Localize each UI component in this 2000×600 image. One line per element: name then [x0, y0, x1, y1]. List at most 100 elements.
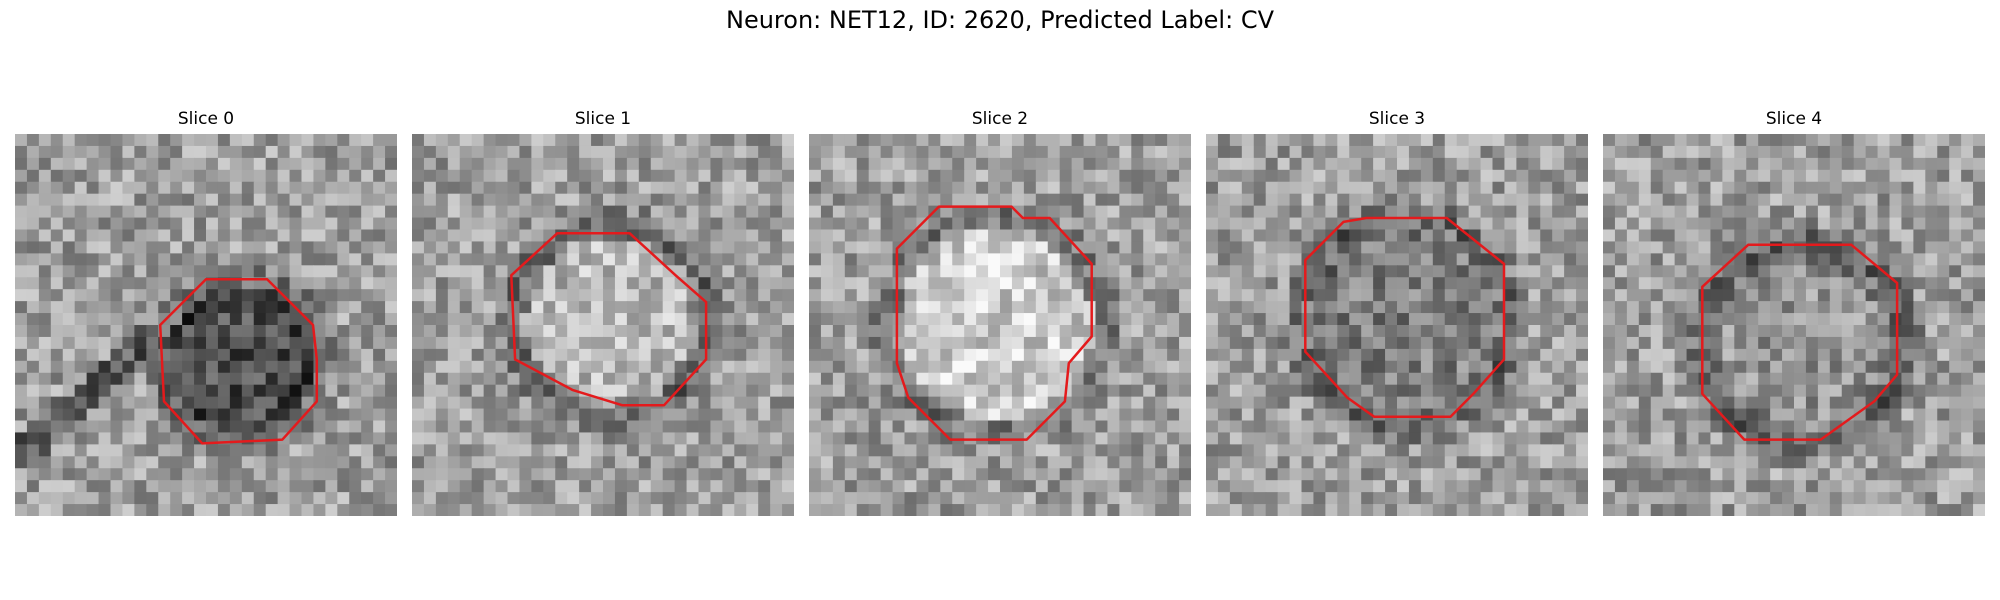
pixel-cell	[579, 420, 592, 434]
pixel-cell	[722, 444, 735, 457]
pixel-cell	[1241, 169, 1255, 183]
pixel-cell	[1770, 134, 1783, 147]
pixel-cell	[892, 181, 906, 195]
pixel-cell	[1901, 193, 1914, 207]
pixel-cell	[758, 325, 771, 338]
pixel-cell	[1722, 360, 1735, 374]
pixel-cell	[1516, 229, 1529, 243]
pixel-cell	[1734, 408, 1747, 422]
pixel-cell	[277, 241, 291, 254]
pixel-cell	[758, 384, 771, 398]
pixel-cell	[15, 193, 28, 207]
pixel-cell	[844, 265, 858, 278]
pixel-cell	[1325, 456, 1338, 469]
pixel-cell	[62, 217, 76, 231]
pixel-cell	[531, 277, 544, 290]
pixel-cell	[471, 253, 485, 266]
pixel-cell	[146, 193, 159, 207]
pixel-cell	[412, 289, 425, 302]
pixel-cell	[1035, 193, 1049, 207]
pixel-cell	[253, 480, 267, 493]
pixel-cell	[1901, 241, 1914, 254]
pixel-cell	[1722, 301, 1735, 314]
pixel-cell	[1626, 372, 1640, 386]
pixel-cell	[423, 301, 437, 314]
pixel-cell	[1385, 169, 1398, 183]
pixel-cell	[746, 253, 759, 266]
pixel-cell	[495, 468, 509, 481]
pixel-cell	[722, 313, 735, 326]
pixel-cell	[1516, 360, 1529, 374]
pixel-cell	[1179, 468, 1191, 481]
pixel-cell	[1047, 193, 1061, 207]
pixel-cell	[459, 504, 473, 516]
pixel-cell	[1686, 372, 1700, 386]
pixel-cell	[1167, 289, 1180, 302]
pixel-cell	[1614, 408, 1628, 422]
pixel-cell	[1277, 384, 1291, 398]
pixel-cell	[1504, 360, 1517, 374]
pixel-cell	[1420, 336, 1434, 350]
pixel-cell	[1949, 217, 1962, 231]
pixel-cell	[194, 408, 207, 422]
pixel-cell	[412, 420, 425, 434]
pixel-cell	[1662, 134, 1676, 147]
pixel-cell	[110, 360, 124, 374]
pixel-cell	[1432, 193, 1446, 207]
pixel-cell	[1746, 193, 1759, 207]
pixel-cell	[1853, 193, 1867, 207]
pixel-cell	[206, 456, 219, 469]
pixel-cell	[1552, 193, 1565, 207]
pixel-cell	[1167, 468, 1180, 481]
pixel-cell	[98, 504, 112, 516]
pixel-cell	[809, 241, 822, 254]
pixel-cell	[1456, 301, 1470, 314]
pixel-cell	[904, 145, 918, 159]
pixel-cell	[603, 181, 616, 195]
pixel-cell	[1662, 432, 1676, 445]
pixel-cell	[325, 217, 338, 231]
pixel-cell	[856, 432, 870, 445]
pixel-cell	[1805, 145, 1819, 159]
pixel-cell	[1420, 408, 1434, 422]
pixel-cell	[603, 348, 616, 362]
pixel-cell	[459, 444, 473, 457]
pixel-cell	[1217, 217, 1231, 231]
pixel-cell	[868, 325, 882, 338]
pixel-cell	[1361, 289, 1374, 302]
pixel-cell	[495, 348, 509, 362]
pixel-cell	[758, 289, 771, 302]
pixel-cell	[1337, 145, 1350, 159]
pixel-cell	[1217, 408, 1231, 422]
pixel-cell	[1805, 157, 1819, 171]
pixel-cell	[459, 169, 473, 183]
pixel-cell	[26, 325, 40, 338]
pixel-cell	[782, 372, 794, 386]
pixel-cell	[1901, 253, 1914, 266]
pixel-cell	[964, 408, 977, 422]
pixel-cell	[626, 217, 640, 231]
pixel-cell	[206, 253, 219, 266]
pixel-cell	[832, 313, 846, 326]
pixel-cell	[507, 420, 521, 434]
pixel-cell	[531, 444, 544, 457]
pixel-cell	[964, 468, 977, 481]
pixel-cell	[1782, 408, 1795, 422]
pixel-cell	[62, 157, 76, 171]
pixel-cell	[1361, 301, 1374, 314]
pixel-cell	[1528, 241, 1541, 254]
pixel-cell	[1035, 325, 1049, 338]
pixel-cell	[940, 277, 953, 290]
pixel-cell	[1011, 420, 1025, 434]
pixel-cell	[1253, 217, 1267, 231]
pixel-cell	[134, 480, 147, 493]
pixel-cell	[1925, 325, 1938, 338]
pixel-cell	[603, 301, 616, 314]
pixel-cell	[1949, 432, 1962, 445]
pixel-cell	[423, 241, 437, 254]
pixel-cell	[1408, 145, 1422, 159]
pixel-cell	[758, 420, 771, 434]
pixel-cell	[26, 289, 40, 302]
pixel-cell	[1143, 480, 1156, 493]
pixel-cell	[1143, 384, 1156, 398]
